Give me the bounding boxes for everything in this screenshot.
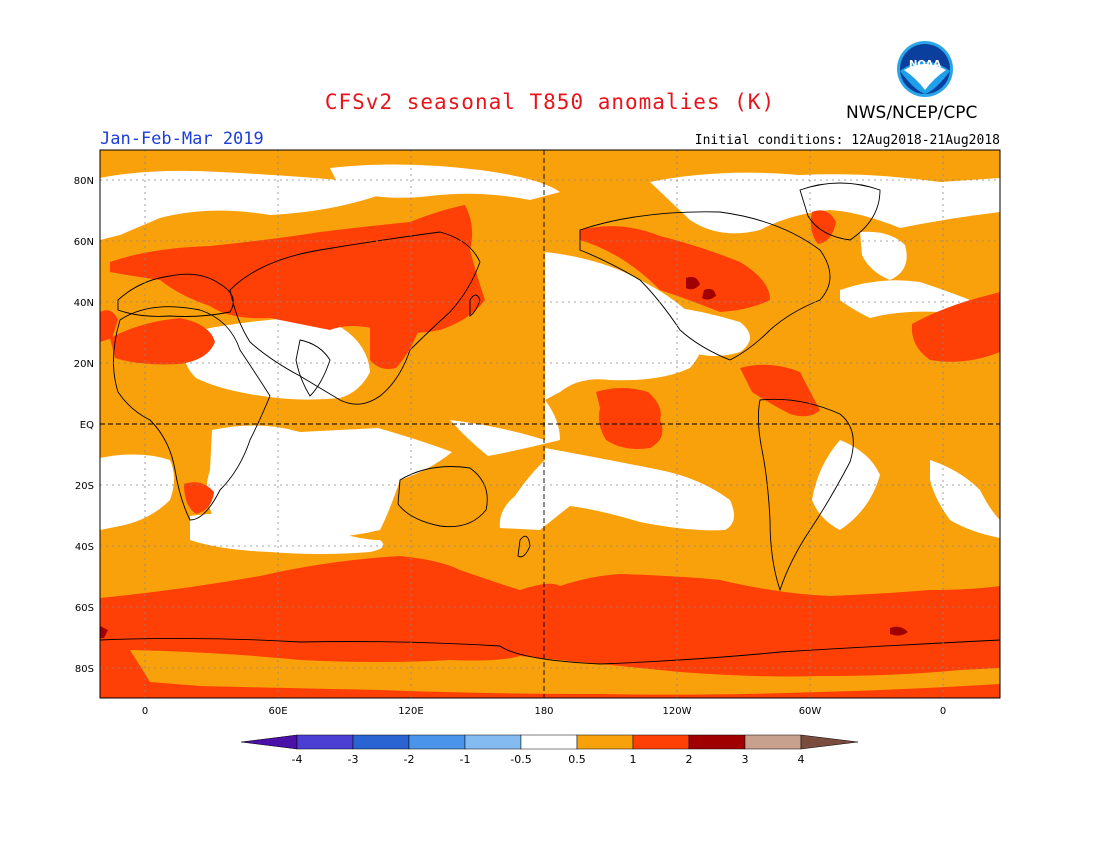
map-frame [99,149,1001,699]
legend-label: -4 [292,753,303,766]
hot-region-southern-ocean-east [890,626,908,636]
warm-region-eurasia [110,205,485,333]
coast-australia [397,466,488,528]
map-title: CFSv2 seasonal T850 anomalies (K) [324,90,776,114]
warm-region-caribbean [740,364,820,417]
legend-box [408,734,466,750]
lon-label: 60E [268,706,287,717]
legend-label: -1 [460,753,471,766]
legend-label: 0.5 [568,753,586,766]
lat-axis: 80N 60N 40N 20N EQ 20S 40S 60S 80S [74,176,94,675]
neutral-region-north-pacific [545,252,704,400]
warm-region-greenland [810,210,836,244]
coast-africa [113,306,271,521]
reference-lines [100,150,1000,698]
coast-europe [117,273,234,317]
lat-label: 40S [75,542,94,553]
legend-label: -0.5 [510,753,531,766]
legend-label: -2 [404,753,415,766]
graticule [100,150,1000,698]
continent-outlines [100,182,1000,665]
neutral-region-arctic-asia [330,164,560,200]
warm-region-west-europe [100,310,118,342]
lat-label: 20S [75,481,94,492]
legend-label: 2 [686,753,693,766]
lat-label: 80N [74,176,94,187]
legend-box [688,734,746,750]
neutral-region-east-pacific [660,305,750,356]
warm-region-tibet [370,322,420,369]
lat-label: 80S [75,664,94,675]
hot-region-southern-ocean-west [100,626,108,638]
lat-label: 60N [74,237,94,248]
neutral-region-middle-east [184,317,370,400]
coast-antarctica [100,637,1000,665]
neutral-region-indian-ocean [206,425,452,538]
legend-box [296,734,354,750]
legend-label: 1 [630,753,637,766]
legend-labels: -4 -3 -2 -1 -0.5 0.5 1 2 3 4 [292,753,805,766]
legend-arrow-left [240,734,298,750]
legend-box [464,734,522,750]
warm-region-north-atlantic [911,292,1000,362]
legend-label: -3 [348,753,359,766]
color-legend: -4 -3 -2 -1 -0.5 0.5 1 2 3 4 [240,734,859,766]
lon-label: 120W [663,706,692,717]
lat-label: EQ [80,420,94,431]
lat-label: 40N [74,298,94,309]
coast-asia [229,231,481,405]
coast-south-america [757,398,854,592]
neutral-region-southwest-indian [930,460,1000,538]
lon-label: 0 [142,706,148,717]
coast-new-zealand [517,535,531,558]
neutral-region-greenland-atlantic [860,231,907,280]
neutral-region-arctic-europe [100,170,380,240]
legend-label: 3 [742,753,749,766]
agency-label: NWS/NCEP/CPC [846,103,978,123]
coast-india [295,339,331,397]
coast-north-america [579,211,831,361]
warm-region-southern-africa [184,482,214,514]
legend-box [576,734,634,750]
neutral-region-southern-indian [190,513,384,554]
initial-conditions-label: Initial conditions: 12Aug2018-21Aug2018 [694,133,1000,148]
noaa-logo-icon: NOAA [897,41,953,97]
warm-region-antarctic-inner [130,650,1000,695]
lon-label: 60W [799,706,822,717]
hot-region-canada-2 [702,288,716,300]
svg-text:NOAA: NOAA [909,59,941,70]
lon-axis: 0 60E 120E 180 120W 60W 0 [142,706,946,717]
legend-arrow-right [800,734,859,750]
lon-label: 120E [398,706,423,717]
neutral-region-north-atlantic [840,280,970,318]
legend-box [352,734,410,750]
legend-box [520,734,578,750]
coast-greenland [799,182,881,241]
lon-label: 0 [940,706,946,717]
warm-region-canada [580,226,770,312]
neutral-region-south-pacific [499,448,734,531]
lon-label: 180 [534,706,553,717]
legend-box [744,734,802,750]
coast-japan [469,294,481,317]
neutral-region-arctic-america [650,172,1000,234]
lat-label: 20N [74,359,94,370]
legend-label: 4 [798,753,805,766]
neutral-region-west-pacific [450,400,560,456]
anomaly-field [100,150,1000,698]
hot-region-canada-1 [686,276,700,290]
warm-region-central-pacific [596,388,663,449]
legend-box [632,734,690,750]
season-label: Jan-Feb-Mar 2019 [100,129,264,149]
lat-label: 60S [75,603,94,614]
neutral-region-south-atlantic-east [100,454,174,530]
warm-region-north-africa [110,318,215,365]
